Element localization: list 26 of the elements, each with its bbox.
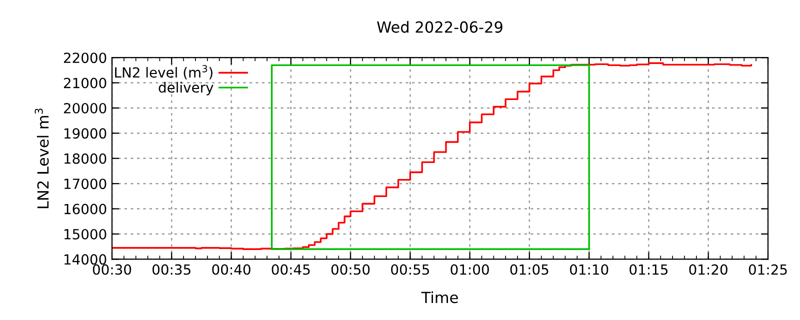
y-tick-label: 20000 bbox=[64, 102, 106, 114]
x-axis-title: Time bbox=[421, 291, 458, 304]
x-tick-label: 00:45 bbox=[272, 264, 310, 275]
y-tick-label: 18000 bbox=[64, 153, 106, 164]
legend-label: delivery bbox=[158, 82, 214, 96]
y-tick-label: 19000 bbox=[64, 128, 106, 139]
y-tick-label: 22000 bbox=[64, 52, 106, 64]
x-tick-label: 00:50 bbox=[331, 264, 370, 275]
x-tick-label: 00:55 bbox=[391, 264, 429, 275]
x-tick-label: 01:00 bbox=[450, 264, 489, 275]
chart-title: Wed 2022-06-29 bbox=[377, 20, 502, 33]
x-tick-label: 00:30 bbox=[92, 264, 132, 275]
y-tick-label: 17000 bbox=[64, 178, 106, 190]
x-tick-label: 01:05 bbox=[510, 264, 548, 275]
y-tick-label: 14000 bbox=[64, 254, 106, 265]
legend-label: LN2 level (m$^{3}$) bbox=[115, 64, 212, 80]
y-axis-title: LN2 Level m$^{3}$ bbox=[34, 108, 49, 208]
x-tick-label: 01:20 bbox=[689, 264, 728, 275]
x-tick-label: 01:15 bbox=[630, 264, 668, 275]
x-tick-label: 01:10 bbox=[570, 264, 608, 275]
y-tick-label: 21000 bbox=[64, 78, 106, 88]
x-tick-label: 00:35 bbox=[152, 264, 190, 275]
y-tick-label: 16000 bbox=[64, 204, 106, 214]
x-tick-label: 00:40 bbox=[212, 264, 250, 275]
y-tick-label: 15000 bbox=[64, 228, 106, 240]
x-tick-label: 01:25 bbox=[748, 264, 787, 275]
